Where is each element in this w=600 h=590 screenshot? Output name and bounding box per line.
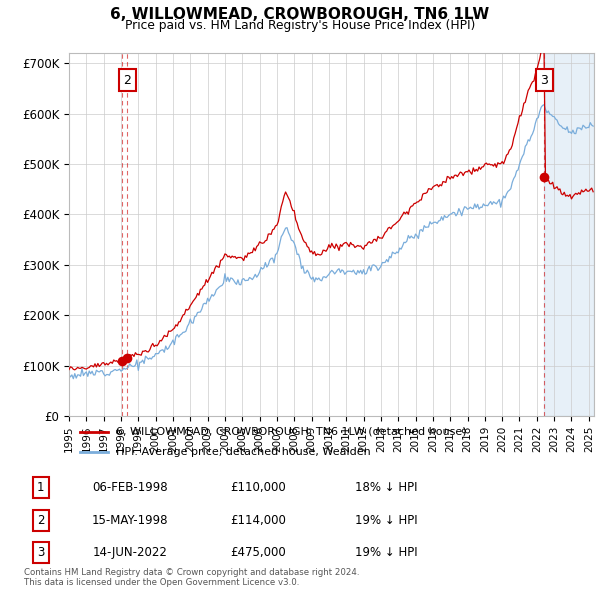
Text: £114,000: £114,000 bbox=[230, 514, 286, 527]
Text: 15-MAY-1998: 15-MAY-1998 bbox=[92, 514, 168, 527]
Text: HPI: Average price, detached house, Wealden: HPI: Average price, detached house, Weal… bbox=[116, 447, 371, 457]
Text: 1: 1 bbox=[37, 481, 44, 494]
Text: 18% ↓ HPI: 18% ↓ HPI bbox=[355, 481, 418, 494]
Text: 3: 3 bbox=[541, 74, 548, 87]
Text: Contains HM Land Registry data © Crown copyright and database right 2024.
This d: Contains HM Land Registry data © Crown c… bbox=[24, 568, 359, 587]
Text: 6, WILLOWMEAD, CROWBOROUGH, TN6 1LW: 6, WILLOWMEAD, CROWBOROUGH, TN6 1LW bbox=[110, 7, 490, 22]
Text: 19% ↓ HPI: 19% ↓ HPI bbox=[355, 546, 418, 559]
Text: 14-JUN-2022: 14-JUN-2022 bbox=[92, 546, 167, 559]
Text: Price paid vs. HM Land Registry's House Price Index (HPI): Price paid vs. HM Land Registry's House … bbox=[125, 19, 475, 32]
Text: 2: 2 bbox=[124, 74, 131, 87]
Text: £110,000: £110,000 bbox=[230, 481, 286, 494]
Text: 6, WILLOWMEAD, CROWBOROUGH, TN6 1LW (detached house): 6, WILLOWMEAD, CROWBOROUGH, TN6 1LW (det… bbox=[116, 427, 467, 437]
Text: 19% ↓ HPI: 19% ↓ HPI bbox=[355, 514, 418, 527]
Text: 2: 2 bbox=[37, 514, 44, 527]
Text: £475,000: £475,000 bbox=[230, 546, 286, 559]
Bar bbox=[544, 53, 594, 416]
Text: 3: 3 bbox=[37, 546, 44, 559]
Text: 06-FEB-1998: 06-FEB-1998 bbox=[92, 481, 168, 494]
